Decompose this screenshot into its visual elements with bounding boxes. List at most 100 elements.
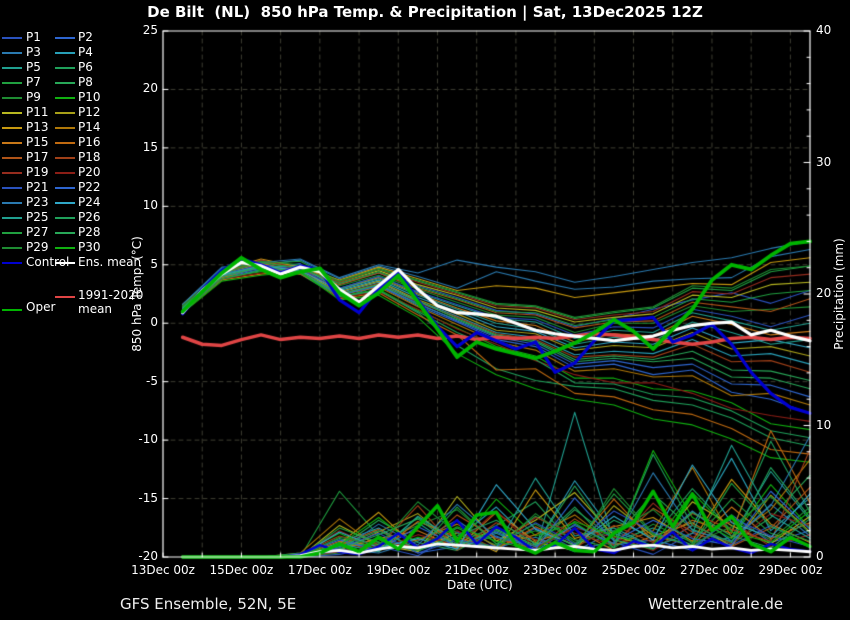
left-tick--5: -5 [146, 373, 158, 388]
legend-swatch-P25 [2, 217, 22, 219]
legend-swatch-oper [2, 309, 22, 311]
legend-swatch-P29 [2, 247, 22, 249]
legend-label-P25: P25 [26, 210, 49, 224]
left-tick--15: -15 [138, 490, 158, 505]
legend-swatch-P2 [55, 37, 75, 39]
legend-swatch-P17 [2, 157, 22, 159]
legend-label-P14: P14 [78, 120, 101, 134]
x-tick-14: 27Dec 00z [680, 563, 744, 577]
legend-label-P18: P18 [78, 150, 101, 164]
x-tick-0: 13Dec 00z [131, 563, 195, 577]
legend-label-P22: P22 [78, 180, 101, 194]
legend-swatch-P3 [2, 52, 22, 54]
legend-label-ens-mean: Ens. mean [78, 255, 142, 269]
legend-label-P19: P19 [26, 165, 49, 179]
legend-swatch-P12 [55, 112, 75, 114]
legend-label-P17: P17 [26, 150, 49, 164]
legend-swatch-P1 [2, 37, 22, 39]
legend-label-P13: P13 [26, 120, 49, 134]
legend-label-P11: P11 [26, 105, 49, 119]
legend-swatch-P15 [2, 142, 22, 144]
legend-label-P24: P24 [78, 195, 101, 209]
legend-label-P7: P7 [26, 75, 41, 89]
legend-swatch-P22 [55, 187, 75, 189]
x-tick-16: 29Dec 00z [758, 563, 823, 577]
legend-label-P9: P9 [26, 90, 41, 104]
legend-label-clim-2: mean [78, 302, 113, 316]
legend-label-P21: P21 [26, 180, 49, 194]
legend-label-P2: P2 [78, 30, 93, 44]
legend-swatch-P27 [2, 232, 22, 234]
right-tick-10: 10 [816, 417, 832, 432]
legend-swatch-P14 [55, 127, 75, 129]
chart-title: De Bilt (NL) 850 hPa Temp. & Precipitati… [147, 3, 703, 21]
legend-label-P29: P29 [26, 240, 49, 254]
left-tick-10: 10 [142, 198, 158, 213]
right-tick-30: 30 [816, 154, 832, 169]
legend-label-P12: P12 [78, 105, 101, 119]
legend-label-P1: P1 [26, 30, 41, 44]
left-tick--20: -20 [138, 549, 158, 563]
right-tick-20: 20 [816, 286, 832, 300]
legend-label-P20: P20 [78, 165, 101, 179]
legend-swatch-P19 [2, 172, 22, 174]
left-tick-0: 0 [150, 315, 158, 330]
legend-label-P5: P5 [26, 60, 41, 74]
legend-label-P10: P10 [78, 90, 101, 104]
left-tick-15: 15 [142, 139, 158, 154]
legend-swatch-P11 [2, 112, 22, 114]
legend-swatch-P7 [2, 82, 22, 84]
legend-swatch-P13 [2, 127, 22, 129]
x-tick-4: 17Dec 00z [287, 563, 352, 577]
left-tick-5: 5 [150, 256, 158, 271]
legend-label-P26: P26 [78, 210, 101, 224]
footer-model-info: GFS Ensemble, 52N, 5E [120, 595, 297, 613]
legend-swatch-P5 [2, 67, 22, 69]
legend-swatch-P30 [55, 247, 75, 249]
legend-label-P30: P30 [78, 240, 101, 254]
x-tick-10: 23Dec 00z [523, 563, 588, 577]
x-axis-label: Date (UTC) [447, 578, 513, 592]
legend-label-clim: 1991-2020 [78, 288, 144, 302]
legend-swatch-P28 [55, 232, 75, 234]
legend-swatch-P9 [2, 97, 22, 99]
legend-swatch-P16 [55, 142, 75, 144]
x-tick-2: 15Dec 00z [209, 563, 274, 577]
legend-swatch-ens-mean [55, 262, 75, 264]
legend-swatch-P23 [2, 202, 22, 204]
legend-swatch-P6 [55, 67, 75, 69]
legend-swatch-clim [55, 296, 75, 298]
legend-label-P28: P28 [78, 225, 101, 239]
legend-label-P23: P23 [26, 195, 49, 209]
legend-label-P6: P6 [78, 60, 93, 74]
legend-swatch-P24 [55, 202, 75, 204]
legend-label-P3: P3 [26, 45, 41, 59]
x-tick-8: 21Dec 00z [444, 563, 509, 577]
y-axis-label-temp: 850 hPa Temp. (°C) [130, 236, 144, 352]
x-tick-6: 19Dec 00z [366, 563, 431, 577]
legend-swatch-P26 [55, 217, 75, 219]
legend-swatch-P18 [55, 157, 75, 159]
legend-swatch-P21 [2, 187, 22, 189]
footer-branding: Wetterzentrale.de [648, 595, 784, 613]
legend-swatch-control [2, 262, 22, 264]
left-tick--10: -10 [138, 432, 158, 447]
legend-swatch-P20 [55, 172, 75, 174]
legend-label-oper: Oper [26, 300, 56, 314]
y-axis-label-precip: Precipitation (mm) [832, 238, 846, 350]
right-tick-40: 40 [816, 23, 832, 37]
legend-label-P4: P4 [78, 45, 93, 59]
legend-label-P27: P27 [26, 225, 49, 239]
legend-swatch-P4 [55, 52, 75, 54]
legend-label-control: Control [26, 255, 70, 269]
left-tick-20: 20 [142, 81, 158, 96]
x-tick-12: 25Dec 00z [601, 563, 666, 577]
right-tick-0: 0 [816, 549, 824, 563]
legend-swatch-P8 [55, 82, 75, 84]
legend-swatch-P10 [55, 97, 75, 99]
legend-label-P16: P16 [78, 135, 101, 149]
legend-label-P8: P8 [78, 75, 93, 89]
legend-label-P15: P15 [26, 135, 49, 149]
